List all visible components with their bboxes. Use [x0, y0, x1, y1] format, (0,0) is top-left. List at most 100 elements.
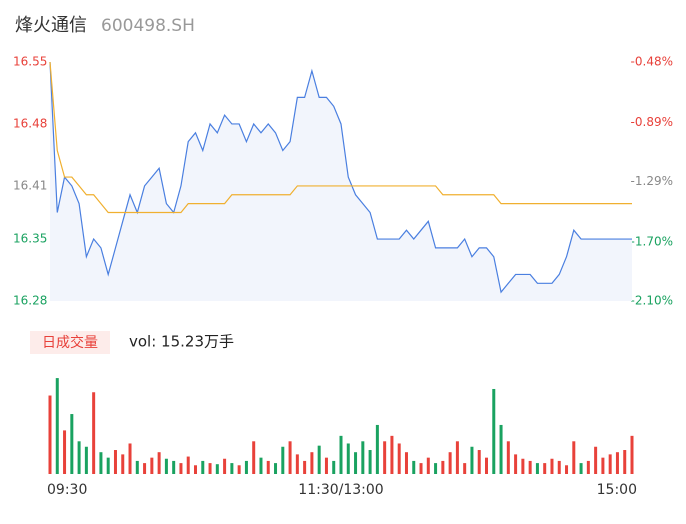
volume-bar: [179, 463, 183, 474]
volume-bar: [346, 443, 350, 474]
volume-bar: [55, 378, 59, 474]
volume-bar: [477, 450, 481, 474]
volume-bar: [259, 457, 263, 474]
volume-bar: [608, 454, 612, 474]
y-tick-label: 16.48: [13, 116, 47, 130]
chart-subtitle: 600498.SH: [101, 16, 195, 36]
volume-bar: [339, 435, 343, 474]
y-tick-label: 16.28: [13, 294, 47, 308]
volume-bar: [572, 441, 576, 474]
volume-total: vol: 15.23万手: [129, 333, 234, 351]
volume-bar: [274, 463, 278, 474]
volume-bar: [390, 435, 394, 474]
volume-bar: [404, 452, 408, 474]
volume-bar: [550, 458, 554, 474]
volume-bar: [470, 446, 474, 474]
volume-bar: [324, 457, 328, 474]
volume-bar: [266, 460, 270, 474]
average-line: [49, 61, 632, 214]
volume-bar: [252, 441, 256, 474]
volume-bar: [295, 454, 299, 474]
volume-bar: [99, 452, 103, 474]
volume-bar: [354, 452, 358, 474]
volume-bar: [397, 443, 401, 474]
volume-bar: [63, 430, 67, 474]
volume-bar: [310, 452, 314, 474]
y2-tick-label: -0.89%: [631, 115, 673, 129]
volume-bar: [455, 441, 459, 474]
volume-bar: [143, 463, 147, 474]
y-tick-label: 16.35: [13, 232, 47, 246]
x-tick-label: 15:00: [597, 482, 637, 498]
volume-bar: [106, 457, 110, 474]
volume-bar: [492, 388, 496, 474]
volume-bar: [281, 446, 285, 474]
volume-bar: [615, 452, 619, 474]
volume-bar: [368, 450, 372, 474]
volume-bar: [215, 464, 219, 474]
volume-bar: [230, 463, 234, 474]
volume-bar: [237, 465, 241, 474]
x-tick-label: 11:30/13:00: [298, 482, 383, 498]
price-line: [49, 61, 632, 294]
y2-tick-label: -1.29%: [631, 174, 673, 188]
y2-tick-label: -1.70%: [631, 234, 673, 248]
volume-bar: [244, 460, 248, 474]
volume-bar: [70, 414, 74, 474]
volume-bar: [630, 435, 634, 474]
volume-bar: [113, 450, 117, 474]
volume-bar: [121, 454, 125, 474]
volume-bar: [172, 460, 176, 474]
volume-tab: [30, 331, 110, 354]
volume-bar: [186, 456, 190, 474]
volume-bar: [521, 458, 525, 474]
volume-bar: [150, 457, 154, 474]
volume-bar: [441, 460, 445, 474]
volume-bar: [448, 452, 452, 474]
volume-bar: [164, 458, 168, 474]
volume-bar: [375, 424, 379, 474]
volume-bar: [48, 395, 52, 474]
chart-title: 烽火通信: [15, 15, 87, 36]
volume-bar: [506, 441, 510, 474]
volume-bar: [594, 446, 598, 474]
volume-bar: [543, 463, 547, 474]
volume-bar: [419, 463, 423, 474]
volume-bar: [514, 454, 518, 474]
volume-bar: [485, 457, 488, 474]
volume-bar: [586, 460, 590, 474]
volume-bar: [77, 441, 81, 474]
volume-bar: [623, 450, 627, 474]
price-area: [50, 62, 632, 301]
volume-bar: [223, 458, 227, 474]
y-tick-label: 16.55: [13, 55, 47, 69]
volume-bar: [208, 463, 212, 474]
volume-bar: [332, 460, 336, 474]
volume-bar: [194, 465, 197, 474]
y2-tick-label: -2.10%: [631, 294, 673, 308]
volume-bar: [557, 460, 561, 474]
volume-bar: [528, 460, 532, 474]
volume-bar: [426, 457, 430, 474]
volume-bar: [157, 452, 161, 474]
volume-bar: [303, 460, 307, 474]
volume-bar: [412, 460, 416, 474]
volume-name: 日成交量: [42, 334, 98, 351]
volume-bar: [535, 463, 539, 474]
volume-bar: [92, 392, 96, 474]
volume-bar: [288, 441, 292, 474]
x-tick-label: 09:30: [47, 482, 87, 498]
y2-tick-label: -0.48%: [631, 55, 673, 69]
volume-bar: [84, 446, 88, 474]
volume-bar: [201, 460, 205, 474]
volume-bar: [565, 465, 569, 474]
volume-bar: [579, 463, 583, 474]
volume-bar: [361, 441, 365, 474]
volume-bar: [383, 441, 387, 474]
volume-bar: [128, 443, 132, 474]
volume-bar: [317, 445, 321, 474]
volume-bar: [135, 460, 139, 474]
volume-bar: [434, 463, 438, 474]
volume-bar: [601, 457, 605, 474]
